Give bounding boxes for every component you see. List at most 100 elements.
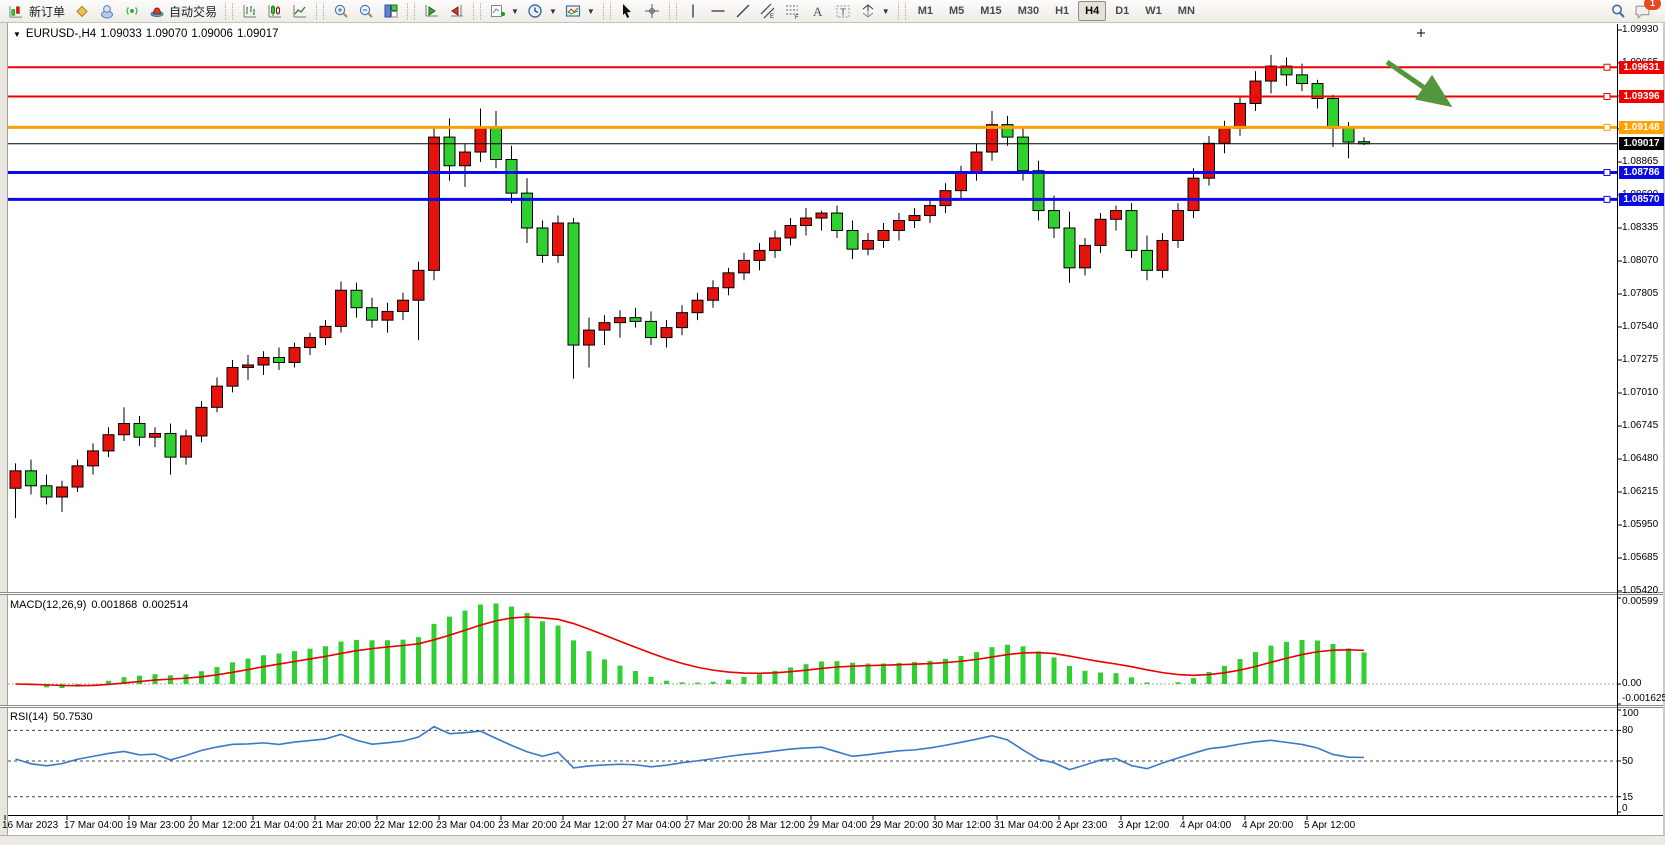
candle-body[interactable] — [443, 136, 456, 167]
candle-body[interactable] — [1327, 97, 1339, 129]
candle-body[interactable] — [195, 406, 208, 437]
candle-body[interactable] — [955, 172, 967, 192]
periods-button[interactable]: ▼ — [523, 1, 561, 21]
candle-body[interactable] — [1063, 227, 1076, 269]
timeframe-MN-button[interactable]: MN — [1177, 5, 1195, 17]
candle-body[interactable] — [118, 423, 130, 436]
candle-body[interactable] — [815, 212, 828, 219]
auto-scroll-button[interactable] — [419, 1, 444, 21]
candle-body[interactable] — [924, 205, 936, 217]
candle-body[interactable] — [87, 450, 99, 467]
candle-body[interactable] — [645, 320, 657, 339]
signals-button[interactable] — [119, 1, 144, 21]
candle-body[interactable] — [366, 307, 378, 321]
candle-body[interactable] — [319, 325, 332, 339]
candle-body[interactable] — [722, 272, 735, 289]
price-level-handle[interactable] — [1603, 123, 1611, 131]
timeframe-M1-button[interactable]: M1 — [917, 5, 933, 17]
candle-body[interactable] — [381, 310, 394, 321]
candle-body[interactable] — [211, 385, 223, 408]
candle-body[interactable] — [862, 239, 874, 250]
chevron-down-icon[interactable]: ▼ — [511, 6, 519, 16]
candle-body[interactable] — [412, 269, 425, 301]
equidistant-channel-button[interactable]: E — [756, 1, 781, 21]
candle-body[interactable] — [1311, 83, 1324, 99]
candle-body[interactable] — [71, 465, 84, 488]
candle-body[interactable] — [242, 364, 254, 368]
line-chart-button[interactable] — [287, 1, 312, 21]
timeframe-W1-button[interactable]: W1 — [1145, 5, 1162, 17]
crosshair-button[interactable] — [640, 1, 665, 21]
candle-body[interactable] — [908, 215, 921, 222]
candle-body[interactable] — [1187, 177, 1200, 212]
candle-body[interactable] — [893, 220, 905, 231]
candle-body[interactable] — [149, 432, 161, 438]
navigator-button[interactable] — [94, 1, 119, 21]
candle-body[interactable] — [1296, 74, 1308, 85]
candle-body[interactable] — [288, 347, 301, 363]
candle-body[interactable] — [164, 432, 177, 458]
candle-body[interactable] — [1172, 210, 1184, 241]
fibonacci-button[interactable]: F — [781, 1, 806, 21]
arrows-button[interactable]: ▼ — [856, 1, 894, 21]
template-button[interactable]: ▼ — [561, 1, 599, 21]
candle-body[interactable] — [1001, 124, 1014, 138]
trendline-button[interactable] — [731, 1, 756, 21]
candlestick-chart-button[interactable] — [262, 1, 287, 21]
candle-body[interactable] — [583, 329, 595, 346]
candle-body[interactable] — [180, 435, 192, 458]
candle-body[interactable] — [784, 225, 797, 239]
zoom-in-button[interactable] — [328, 1, 353, 21]
candle-body[interactable] — [226, 366, 239, 387]
candle-body[interactable] — [1125, 210, 1138, 251]
candle-body[interactable] — [660, 327, 673, 339]
candle-body[interactable] — [273, 357, 285, 363]
candle-body[interactable] — [831, 212, 843, 231]
candle-body[interactable] — [1079, 244, 1091, 269]
candle-body[interactable] — [567, 222, 580, 346]
timeframe-M30-button[interactable]: M30 — [1017, 5, 1040, 17]
text-label-button[interactable]: T — [831, 1, 856, 21]
candle-body[interactable] — [304, 337, 316, 349]
timeframe-D1-button[interactable]: D1 — [1115, 5, 1130, 17]
candle-body[interactable] — [800, 217, 812, 227]
candle-body[interactable] — [753, 249, 766, 261]
timeframe-H4-button[interactable]: H4 — [1078, 1, 1107, 21]
candle-body[interactable] — [459, 151, 471, 167]
timeframe-H1-button[interactable]: H1 — [1055, 5, 1070, 17]
candle-body[interactable] — [397, 299, 409, 312]
candle-body[interactable] — [707, 287, 719, 301]
candle-body[interactable] — [1094, 218, 1107, 246]
candle-body[interactable] — [1342, 127, 1355, 143]
annotation-arrow-icon[interactable] — [1385, 59, 1453, 108]
candle-body[interactable] — [1017, 136, 1029, 172]
candle-body[interactable] — [1032, 170, 1045, 212]
search-button[interactable] — [1605, 1, 1630, 21]
candle-body[interactable] — [56, 486, 68, 498]
candle-body[interactable] — [1048, 210, 1060, 229]
price-level-handle[interactable] — [1603, 63, 1611, 71]
candle-body[interactable] — [552, 222, 564, 256]
chevron-down-icon[interactable]: ▼ — [881, 6, 890, 16]
candle-body[interactable] — [1110, 210, 1122, 220]
candle-body[interactable] — [1141, 249, 1153, 271]
candle-body[interactable] — [769, 237, 781, 251]
cursor-button[interactable] — [615, 1, 640, 21]
zoom-out-button[interactable] — [353, 1, 378, 21]
candle-body[interactable] — [505, 159, 518, 194]
candle-body[interactable] — [1234, 102, 1246, 129]
add-indicator-button[interactable]: ▼ — [485, 1, 523, 21]
candle-body[interactable] — [986, 124, 998, 153]
candle-body[interactable] — [629, 317, 642, 322]
candle-body[interactable] — [40, 485, 53, 498]
chevron-down-icon[interactable]: ▼ — [548, 6, 557, 16]
timeframe-M5-button[interactable]: M5 — [949, 5, 965, 17]
candle-body[interactable] — [257, 357, 270, 366]
price-level-handle[interactable] — [1603, 195, 1611, 203]
candle-body[interactable] — [1249, 80, 1262, 104]
candle-body[interactable] — [1280, 65, 1293, 76]
candle-body[interactable] — [350, 289, 363, 309]
price-level-handle[interactable] — [1603, 92, 1611, 100]
candle-body[interactable] — [598, 322, 611, 331]
chat-button[interactable]: 1 — [1630, 0, 1661, 21]
